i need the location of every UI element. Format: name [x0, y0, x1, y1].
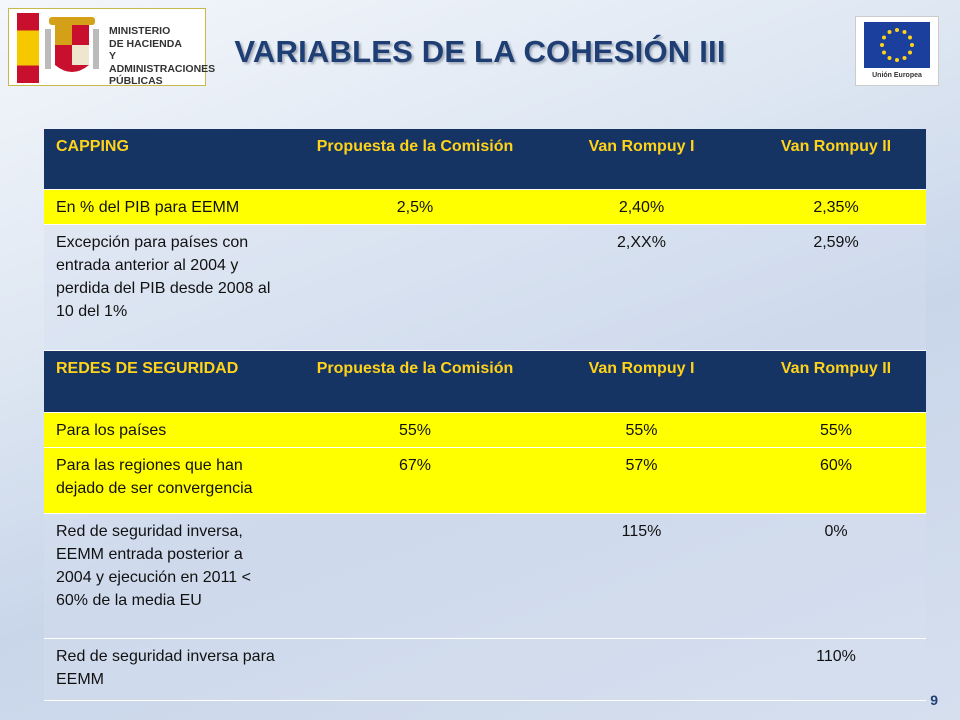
table-cell: 2,35%	[742, 189, 926, 225]
table-row: Red de seguridad inversa para EEMM 110%	[44, 638, 926, 701]
table-cell: 2,59%	[742, 224, 926, 351]
ministry-line: DE HACIENDA	[109, 37, 182, 50]
table-row: Excepción para países con entrada anteri…	[44, 224, 926, 351]
spain-flag-icon	[17, 13, 39, 83]
page-title: VARIABLES DE LA COHESIÓN III	[234, 34, 726, 69]
table-cell: 60%	[742, 447, 926, 514]
table-cell	[289, 224, 537, 351]
table-row: En % del PIB para EEMM 2,5% 2,40% 2,35%	[44, 189, 926, 225]
eu-label: Unión Europea	[872, 72, 922, 79]
table-cell: 55%	[742, 412, 926, 448]
ministry-line: Y ADMINISTRACIONES	[109, 50, 216, 75]
table-row: Red de seguridad inversa, EEMM entrada p…	[44, 513, 926, 639]
table-header-row: CAPPING Propuesta de la Comisión Van Rom…	[44, 129, 926, 190]
row-label: Red de seguridad inversa, EEMM entrada p…	[44, 513, 289, 639]
table-cell: 110%	[742, 638, 926, 701]
ministry-line: PÚBLICAS	[109, 75, 163, 87]
ministry-line: MINISTERIO	[109, 25, 171, 37]
column-header: REDES DE SEGURIDAD	[44, 350, 289, 413]
table-cell: 0%	[742, 513, 926, 639]
table-cell	[537, 638, 742, 701]
row-label: En % del PIB para EEMM	[44, 189, 289, 225]
table-cell: 115%	[537, 513, 742, 639]
page-number: 9	[930, 692, 938, 708]
eu-logo: Unión Europea	[855, 16, 939, 86]
row-label: Red de seguridad inversa para EEMM	[44, 638, 289, 701]
cohesion-table: CAPPING Propuesta de la Comisión Van Rom…	[44, 129, 926, 701]
column-header: Van Rompuy I	[537, 350, 742, 413]
table-cell: 2,XX%	[537, 224, 742, 351]
column-header: Propuesta de la Comisión	[289, 350, 537, 413]
column-header: CAPPING	[44, 129, 289, 190]
table-cell: 2,40%	[537, 189, 742, 225]
ministry-name: MINISTERIO DE HACIENDA Y ADMINISTRACIONE…	[109, 25, 215, 88]
table-row: Para los países 55% 55% 55%	[44, 412, 926, 448]
table-cell: 67%	[289, 447, 537, 514]
table-cell	[289, 638, 537, 701]
row-label: Para las regiones que han dejado de ser …	[44, 447, 289, 514]
table-row: Para las regiones que han dejado de ser …	[44, 447, 926, 514]
eu-flag-icon	[864, 22, 930, 68]
row-label: Para los países	[44, 412, 289, 448]
coat-of-arms-icon	[45, 17, 99, 72]
table-cell: 57%	[537, 447, 742, 514]
ministry-logo: MINISTERIO DE HACIENDA Y ADMINISTRACIONE…	[8, 8, 215, 87]
table-cell	[289, 513, 537, 639]
table-cell: 55%	[289, 412, 537, 448]
table-cell: 2,5%	[289, 189, 537, 225]
column-header: Propuesta de la Comisión	[289, 129, 537, 190]
table-header-row: REDES DE SEGURIDAD Propuesta de la Comis…	[44, 350, 926, 413]
row-label: Excepción para países con entrada anteri…	[44, 224, 289, 351]
column-header: Van Rompuy II	[742, 350, 926, 413]
column-header: Van Rompuy I	[537, 129, 742, 190]
table-cell: 55%	[537, 412, 742, 448]
column-header: Van Rompuy II	[742, 129, 926, 190]
